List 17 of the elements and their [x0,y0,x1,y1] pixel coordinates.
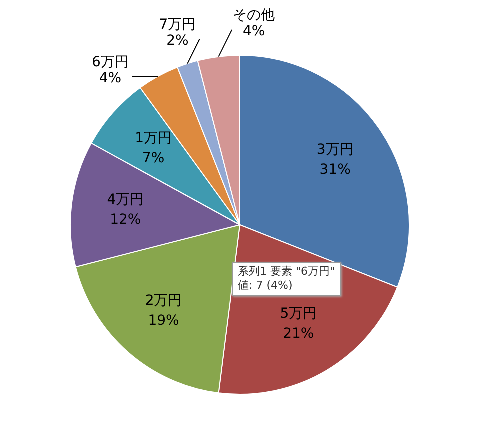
data-label: 7% [142,150,165,166]
data-label: 21% [283,326,314,342]
slice-label: 6万円 [92,54,129,70]
slice-label: 4万円 [107,192,144,208]
text: 系列1 要素 "6万円" 値: 7 (4%) [232,262,342,296]
data-label: 4% [99,70,122,86]
data-label: 31% [320,162,351,178]
data-label: 19% [148,313,180,330]
slice-label: 7万円 [159,17,196,34]
slice-label: 2万円 [145,293,182,310]
slice-label: 5万円 [280,306,318,322]
slice-label: 3万円 [316,142,354,158]
data-label: 2% [166,33,189,50]
slice-label: 1万円 [135,130,172,146]
slice-label: その他 [233,8,276,24]
data-label: 12% [110,212,142,228]
data-label: 4% [242,24,266,40]
